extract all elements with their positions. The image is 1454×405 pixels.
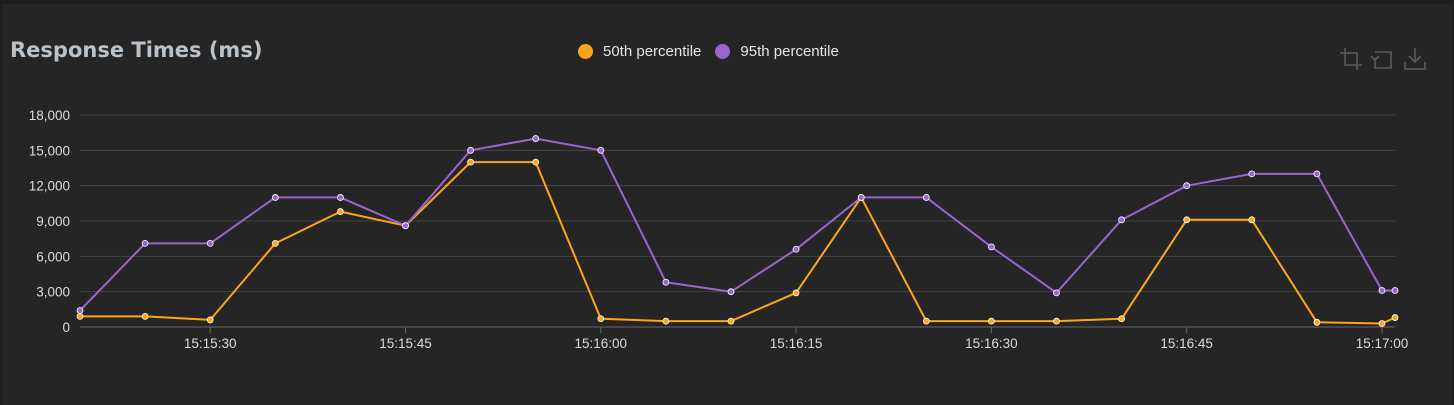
series-line-p95 (79, 137, 1395, 312)
data-point-p95 (532, 135, 540, 142)
data-point-p95 (727, 288, 735, 296)
data-point-p95 (987, 243, 995, 251)
x-tick-label: 15:16:00 (575, 336, 628, 351)
data-point-p95 (1391, 287, 1399, 294)
data-point-p95 (1118, 216, 1125, 224)
series-line-p50 (80, 161, 1396, 325)
data-point-p50 (467, 158, 474, 166)
data-point-p50 (662, 317, 670, 325)
data-point-p50 (1183, 216, 1191, 224)
data-point-p50 (922, 317, 930, 325)
x-tick-label: 15:15:30 (184, 336, 237, 351)
legend-label-p50: 50th percentile (603, 43, 702, 60)
data-point-p95 (857, 194, 865, 201)
data-point-p50 (987, 317, 995, 325)
data-point-p95 (76, 307, 84, 314)
data-point-p50 (1378, 320, 1386, 327)
data-point-p95 (271, 194, 279, 201)
data-point-p95 (1378, 287, 1386, 294)
y-tick-label: 0 (62, 320, 70, 335)
chart-toolbar (1338, 46, 1434, 72)
y-tick-label: 9,000 (36, 214, 70, 229)
data-point-p95 (467, 146, 474, 154)
x-tick-label: 15:16:15 (770, 336, 823, 351)
data-point-p50 (532, 158, 540, 166)
data-point-p50 (1053, 317, 1060, 325)
x-tick-label: 15:16:30 (965, 336, 1018, 351)
data-point-p95 (792, 245, 800, 253)
data-point-p95 (922, 194, 930, 201)
legend-item-p95[interactable]: 95th percentile (715, 43, 839, 60)
crop-icon[interactable] (1338, 46, 1364, 72)
data-point-p95 (1183, 182, 1191, 190)
legend-label-p95: 95th percentile (740, 43, 839, 60)
legend-marker-p50 (578, 44, 593, 59)
data-point-p95 (206, 239, 214, 247)
y-tick-label: 3,000 (36, 285, 70, 300)
reset-icon[interactable] (1370, 46, 1396, 72)
legend-item-p50[interactable]: 50th percentile (578, 43, 701, 60)
legend: 50th percentile 95th percentile (578, 43, 853, 60)
chart-panel (2, 4, 1452, 405)
data-point-p50 (206, 316, 214, 324)
data-point-p95 (141, 239, 149, 247)
data-point-p95 (597, 146, 605, 154)
data-point-p50 (1118, 315, 1125, 323)
data-point-p95 (1313, 170, 1321, 178)
y-tick-label: 18,000 (29, 108, 70, 123)
y-tick-label: 12,000 (29, 179, 70, 194)
data-point-p50 (1313, 318, 1321, 326)
download-icon[interactable] (1402, 46, 1428, 72)
data-point-p50 (271, 239, 279, 247)
y-tick-label: 6,000 (36, 249, 70, 264)
data-point-p50 (727, 317, 735, 325)
x-tick-label: 15:15:45 (379, 336, 432, 351)
data-point-p50 (141, 312, 149, 320)
data-point-p95 (402, 222, 409, 230)
data-point-p50 (76, 312, 84, 320)
data-point-p95 (1053, 289, 1060, 297)
y-tick-label: 15,000 (29, 143, 70, 158)
data-point-p50 (1248, 216, 1256, 224)
data-point-p50 (792, 289, 800, 297)
data-point-p50 (597, 315, 605, 323)
data-point-p95 (662, 278, 670, 286)
data-point-p50 (336, 208, 344, 215)
legend-marker-p95 (715, 44, 731, 59)
data-point-p50 (1391, 314, 1399, 321)
data-point-p95 (336, 194, 344, 201)
x-tick-label: 15:17:00 (1356, 336, 1409, 351)
chart-title: Response Times (ms) (10, 38, 263, 62)
data-point-p95 (1248, 170, 1256, 178)
x-tick-label: 15:16:45 (1160, 336, 1213, 351)
